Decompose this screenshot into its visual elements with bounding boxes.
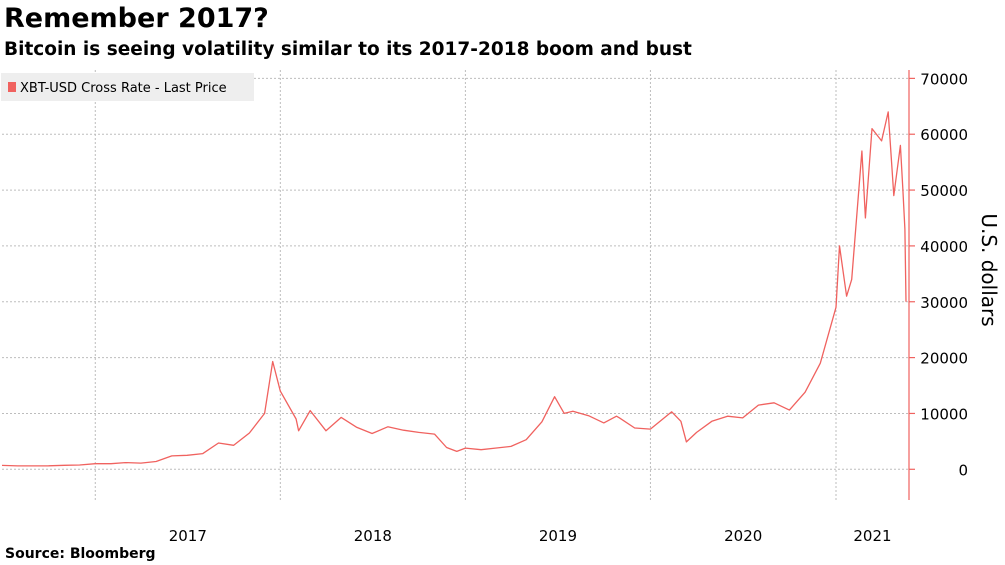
x-tick-labels: 2017 2018 2019 2020 2021	[169, 527, 892, 545]
chart-subtitle: Bitcoin is seeing volatility similar to …	[4, 39, 692, 60]
x-tick-label: 2017	[169, 527, 207, 545]
legend-label: XBT-USD Cross Rate - Last Price	[20, 81, 227, 96]
legend: XBT-USD Cross Rate - Last Price	[1, 73, 254, 101]
y-tick-label: 60000	[920, 126, 968, 144]
source-note: Source: Bloomberg	[5, 546, 156, 562]
y-tick-label: 10000	[920, 405, 968, 423]
y-tick-label: 70000	[920, 70, 968, 88]
series-group	[1, 111, 907, 467]
x-tick-label: 2019	[539, 527, 577, 545]
y-axis	[908, 70, 915, 500]
y-tick-labels: 0 10000 20000 30000 40000 50000 60000 70000	[920, 70, 968, 479]
x-tick-label: 2020	[724, 527, 762, 545]
y-axis-title: U.S. dollars	[977, 213, 1001, 326]
legend-swatch	[8, 82, 16, 92]
x-tick-label: 2021	[853, 527, 891, 545]
chart-title: Remember 2017?	[4, 3, 269, 34]
y-tick-label: 40000	[920, 238, 968, 256]
horizontal-gridlines	[2, 77, 909, 470]
price-series-line	[1, 111, 907, 467]
x-tick-label: 2018	[354, 527, 392, 545]
y-tick-label: 50000	[920, 182, 968, 200]
y-tick-label: 30000	[920, 294, 968, 312]
y-tick-label: 0	[958, 461, 968, 479]
legend-box	[1, 73, 254, 101]
y-tick-label: 20000	[920, 350, 968, 368]
